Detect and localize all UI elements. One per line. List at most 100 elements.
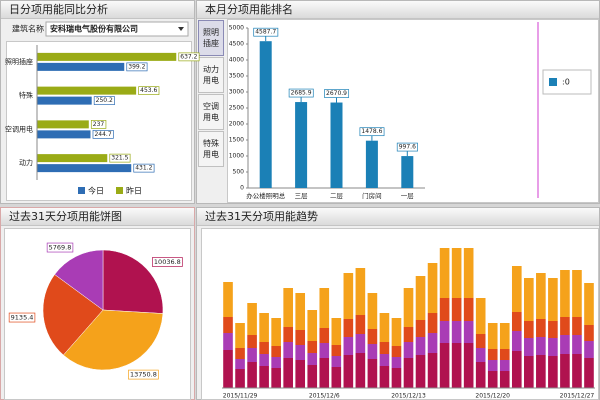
bar xyxy=(37,96,92,105)
legend-label: 今日 xyxy=(88,186,104,196)
value-label: 244.7 xyxy=(94,131,111,138)
value-label: 10036.8 xyxy=(154,258,181,266)
tab[interactable]: 动力用电 xyxy=(198,57,224,93)
bar-segment xyxy=(511,351,522,388)
bar-segment xyxy=(548,356,558,388)
value-label: 4587.7 xyxy=(255,29,276,36)
bar-segment xyxy=(331,356,342,367)
bar-segment xyxy=(379,342,390,354)
value-label: 997.6 xyxy=(399,144,416,151)
legend-swatch xyxy=(549,78,557,86)
value-label: 637.2 xyxy=(180,53,197,60)
bar-segment xyxy=(223,333,233,350)
y-tick-label: 3500 xyxy=(229,73,244,80)
bar-segment xyxy=(355,268,366,315)
x-tick-label: 办公楼照明总 xyxy=(246,191,286,200)
bar-segment xyxy=(403,358,414,388)
label-box xyxy=(396,142,418,152)
bar-segment xyxy=(415,276,426,320)
bar xyxy=(401,156,414,188)
bar-segment xyxy=(536,337,546,355)
bar-segment xyxy=(584,325,594,341)
tab[interactable]: 特殊用电 xyxy=(198,131,224,167)
bar-segment xyxy=(223,350,233,388)
bar-segment xyxy=(307,310,318,341)
value-label: 237 xyxy=(93,121,105,128)
pie-slice xyxy=(102,249,164,314)
bar-segment xyxy=(319,358,330,388)
bar-segment xyxy=(283,358,293,388)
bar-segment xyxy=(427,353,438,388)
label-box xyxy=(126,62,148,72)
x-tick-label: 2015/12/27 xyxy=(560,393,595,400)
dropdown[interactable] xyxy=(45,21,189,37)
filter-label: 建筑名称： xyxy=(12,24,52,34)
bar-segment xyxy=(415,337,426,355)
x-tick-label: 门房间 xyxy=(362,191,382,200)
bar-segment xyxy=(463,298,474,321)
pie-slice xyxy=(42,274,104,356)
x-tick-label: 一层 xyxy=(401,192,415,200)
bar-segment xyxy=(451,298,462,321)
tab[interactable]: 空调用电 xyxy=(198,94,224,130)
bar-segment xyxy=(343,337,354,355)
label-box xyxy=(90,120,107,129)
bar-segment xyxy=(463,343,474,388)
bar xyxy=(37,86,137,95)
bar-segment xyxy=(524,338,534,356)
bar-segment xyxy=(223,317,233,333)
value-label: 250.2 xyxy=(96,97,113,104)
panel-title: 本月分项用能排名 xyxy=(197,1,599,19)
bar-segment xyxy=(524,356,534,388)
y-tick-label: 2000 xyxy=(229,121,244,128)
label-box xyxy=(138,86,160,95)
label-box xyxy=(109,153,131,163)
bar-segment xyxy=(572,354,582,388)
bar-segment xyxy=(283,327,293,342)
bar xyxy=(37,120,89,129)
bar-segment xyxy=(235,348,245,359)
label-box xyxy=(133,163,155,173)
bar-segment xyxy=(499,349,510,360)
bar-segment xyxy=(247,335,257,348)
bar-segment xyxy=(487,349,498,360)
bar-segment xyxy=(355,353,366,388)
bar-segment xyxy=(247,362,257,388)
bar-segment xyxy=(271,368,281,388)
tab[interactable]: 照明插座 xyxy=(198,20,224,56)
bar-segment xyxy=(355,334,366,353)
x-tick-label: 三层 xyxy=(295,192,309,200)
bar-segment xyxy=(271,318,281,346)
bar-segment xyxy=(475,362,486,388)
bar-segment xyxy=(319,343,330,358)
value-label: 9135.4 xyxy=(11,314,34,322)
x-tick-label: 二层 xyxy=(330,192,344,200)
bar xyxy=(37,130,91,139)
bar-segment xyxy=(235,359,245,369)
dropdown-arrow[interactable] xyxy=(178,27,184,31)
bar xyxy=(365,140,378,188)
value-label: 2685.9 xyxy=(291,90,312,97)
legend-label: :0 xyxy=(562,78,570,87)
pie-slice xyxy=(63,309,164,371)
chart-area xyxy=(227,19,599,203)
value-label: 453.6 xyxy=(140,87,157,94)
bar-segment xyxy=(343,273,354,319)
label-box xyxy=(253,27,279,37)
bar-segment xyxy=(235,323,245,348)
bar-segment xyxy=(548,278,558,321)
value-label: 13750.8 xyxy=(130,371,157,379)
bar-segment xyxy=(487,371,498,388)
legend-swatch xyxy=(116,187,123,194)
bar-segment xyxy=(331,345,342,356)
y-tick-label: 1500 xyxy=(229,137,244,144)
bar-segment xyxy=(439,343,450,388)
y-tick-label: 5000 xyxy=(229,25,244,32)
bar-segment xyxy=(499,371,510,388)
value-label: 2670.9 xyxy=(326,90,347,97)
bar-segment xyxy=(487,360,498,371)
bar-segment xyxy=(367,344,378,359)
bar-segment xyxy=(439,248,450,298)
